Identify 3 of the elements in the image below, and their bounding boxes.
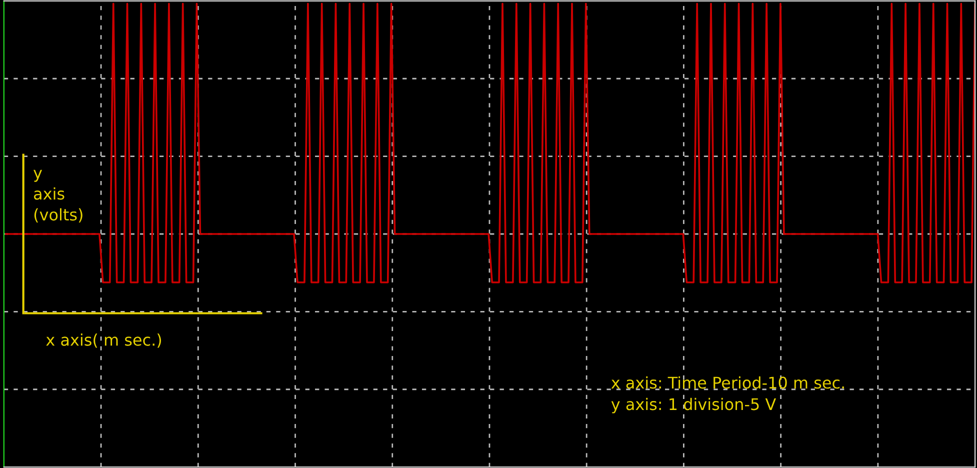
y-axis-title: y axis (volts) [34,170,82,222]
text: x axis: Time Period-10 m sec. y axis: 1 division-5 V [611,376,844,414]
x-axis-title: x axis( m sec.) [46,333,162,348]
